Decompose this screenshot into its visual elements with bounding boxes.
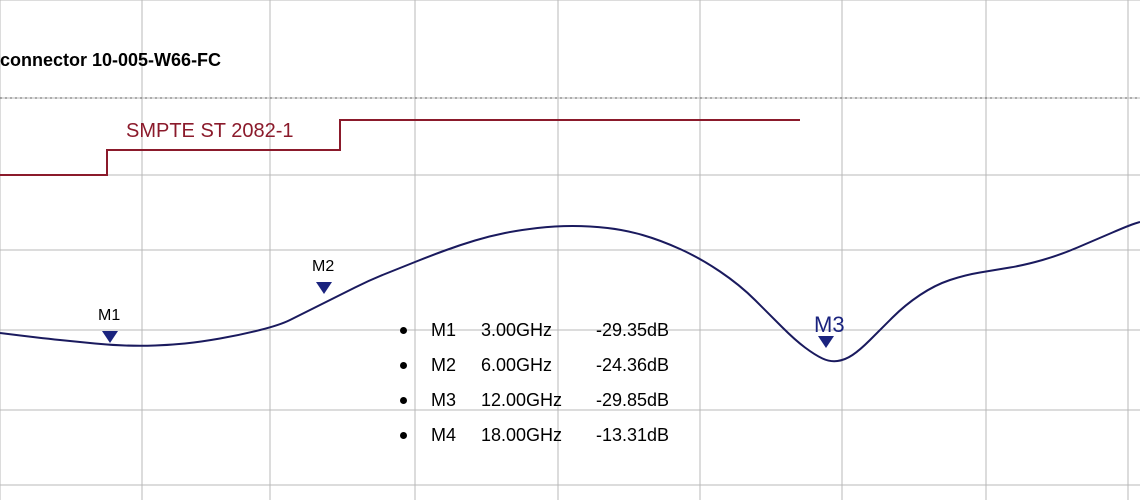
spec-line-label: SMPTE ST 2082-1 bbox=[126, 120, 293, 143]
legend-row: M4 18.00GHz -13.31dB bbox=[400, 425, 669, 446]
legend-marker-freq: 12.00GHz bbox=[481, 390, 576, 411]
legend-marker-id: M3 bbox=[431, 390, 461, 411]
bullet-icon bbox=[400, 362, 407, 369]
bullet-icon bbox=[400, 432, 407, 439]
legend-marker-value: -24.36dB bbox=[596, 355, 669, 376]
legend-marker-value: -29.35dB bbox=[596, 320, 669, 341]
bullet-icon bbox=[400, 397, 407, 404]
legend-marker-value: -29.85dB bbox=[596, 390, 669, 411]
legend-row: M2 6.00GHz -24.36dB bbox=[400, 355, 669, 376]
marker-label-m1: M1 bbox=[98, 307, 120, 325]
legend-row: M3 12.00GHz -29.85dB bbox=[400, 390, 669, 411]
marker-legend: M1 3.00GHz -29.35dB M2 6.00GHz -24.36dB M3 12.0… bbox=[400, 320, 669, 460]
legend-marker-value: -13.31dB bbox=[596, 425, 669, 446]
legend-marker-freq: 3.00GHz bbox=[481, 320, 576, 341]
legend-marker-id: M2 bbox=[431, 355, 461, 376]
legend-marker-id: M4 bbox=[431, 425, 461, 446]
marker-triangle-icon bbox=[316, 282, 332, 294]
legend-marker-freq: 6.00GHz bbox=[481, 355, 576, 376]
marker-label-m2: M2 bbox=[312, 258, 334, 276]
bullet-icon bbox=[400, 327, 407, 334]
legend-marker-id: M1 bbox=[431, 320, 461, 341]
return-loss-chart: connector 10-005-W66-FC SMPTE ST 2082-1 … bbox=[0, 0, 1140, 500]
marker-label-m3: M3 bbox=[814, 312, 845, 338]
spec-limit-line bbox=[0, 120, 800, 175]
marker-triangle-icon bbox=[818, 336, 834, 348]
marker-triangle-icon bbox=[102, 331, 118, 343]
legend-marker-freq: 18.00GHz bbox=[481, 425, 576, 446]
chart-title: connector 10-005-W66-FC bbox=[0, 50, 221, 71]
legend-row: M1 3.00GHz -29.35dB bbox=[400, 320, 669, 341]
